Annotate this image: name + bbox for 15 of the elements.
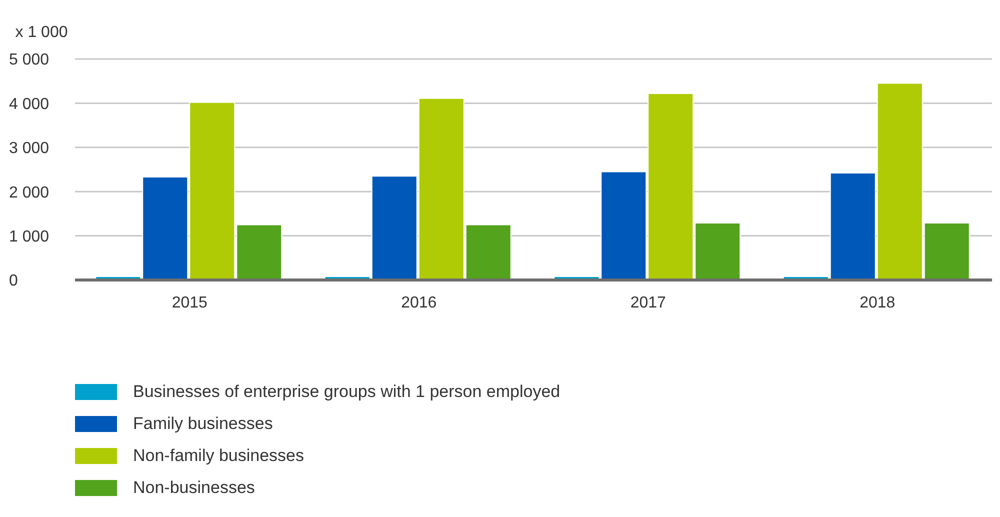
legend-label: Family businesses bbox=[133, 414, 273, 434]
y-tick-label: 2 000 bbox=[9, 184, 50, 202]
x-tick-label: 2016 bbox=[401, 294, 437, 312]
y-tick-label: 4 000 bbox=[9, 96, 50, 113]
y-tick-label: 1 000 bbox=[9, 228, 50, 246]
y-tick-label: 3 000 bbox=[9, 140, 50, 158]
legend-label: Non-businesses bbox=[133, 478, 255, 498]
y-tick-label: 5 000 bbox=[9, 52, 50, 69]
y-axis-title: x 1 000 bbox=[15, 24, 68, 41]
x-tick-label: 2017 bbox=[630, 294, 666, 312]
legend-label: Non-family businesses bbox=[133, 446, 304, 466]
y-tick-label: 0 bbox=[9, 272, 18, 290]
x-tick-label: 2018 bbox=[860, 294, 896, 312]
legend-label: Businesses of enterprise groups with 1 person employed bbox=[133, 382, 560, 402]
x-tick-label: 2015 bbox=[172, 294, 208, 312]
